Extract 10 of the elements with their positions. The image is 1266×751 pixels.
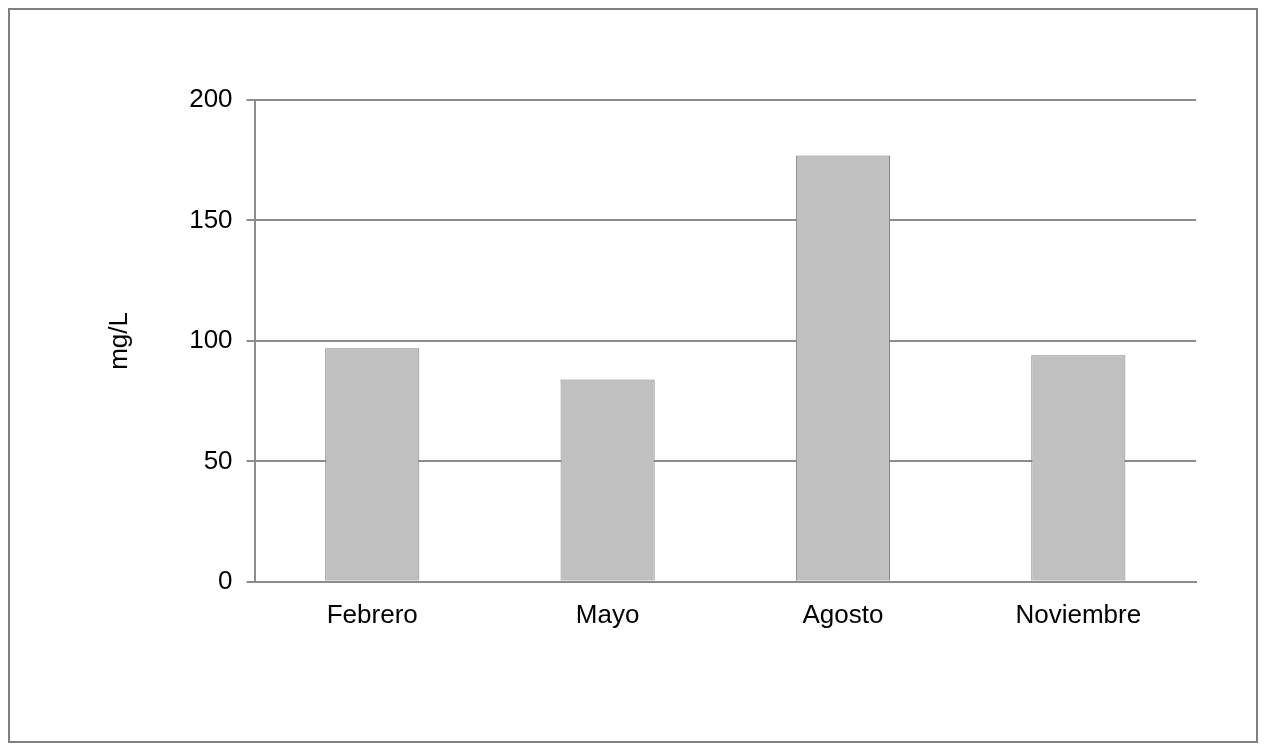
y-axis-title: mg/L — [102, 311, 133, 370]
y-tick-label: 0 — [218, 564, 233, 595]
y-tick-label: 200 — [189, 83, 233, 114]
y-tick-label: 150 — [189, 203, 233, 234]
x-tick-label: Agosto — [802, 598, 884, 629]
x-tick-label: Noviembre — [1015, 598, 1142, 629]
x-tick-label: Mayo — [575, 598, 640, 629]
y-tick-label: 100 — [189, 324, 233, 355]
y-tick-label: 50 — [203, 444, 233, 475]
x-tick-label: Febrero — [326, 598, 418, 629]
